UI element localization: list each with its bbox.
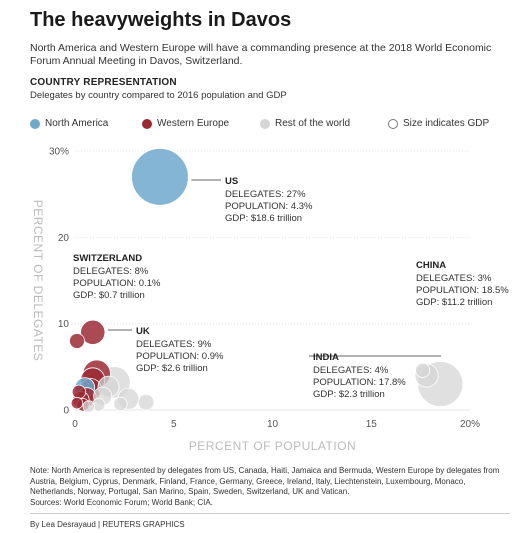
annotation-name: SWITZERLAND: [73, 253, 142, 264]
x-axis-label: PERCENT OF POPULATION: [189, 439, 356, 453]
north-america-swatch-icon: [30, 118, 40, 129]
y-tick-label: 10: [58, 319, 70, 330]
annotation-line: GDP: $2.6 trillion: [136, 363, 208, 374]
bubble: [137, 393, 155, 411]
annotation-line: DELEGATES: 9%: [136, 339, 212, 350]
bubble-switzerland: [69, 333, 85, 349]
annotation-line: POPULATION: 17.8%: [313, 377, 406, 388]
rest-of-world-swatch-icon: [260, 118, 270, 129]
bubble: [70, 396, 84, 410]
bubble-chart: 0 10 20 30% 0 5 10 15 20% PERCENT OF POPULATION PE…: [31, 147, 509, 454]
footer-divider: [30, 513, 510, 514]
bubble: [71, 384, 87, 400]
footnote-text: Note: North America is represented by de…: [30, 466, 500, 496]
x-tick-label: 15: [366, 419, 378, 430]
annotation-name: UK: [136, 326, 150, 337]
section-title: COUNTRY REPRESENTATION: [30, 77, 177, 88]
annotation-line: POPULATION: 0.9%: [136, 351, 224, 362]
annotation-line: DELEGATES: 27%: [225, 189, 306, 200]
legend-item-size: Size indicates GDP: [388, 118, 489, 129]
bubble-us: [131, 148, 189, 206]
y-tick-label: 0: [63, 406, 69, 417]
annotation-line: POPULATION: 18.5%: [416, 285, 509, 296]
y-tick-label: 30%: [49, 147, 69, 158]
legend-label-rest: Rest of the world: [275, 118, 351, 129]
size-ring-icon: [388, 118, 398, 129]
legend-item-rest: Rest of the world: [260, 118, 350, 129]
annotation-line: GDP: $18.6 trillion: [225, 213, 302, 224]
page-title: The heavyweights in Davos: [30, 9, 292, 31]
bubble: [113, 396, 128, 412]
section-subtitle: Delegates by country compared to 2016 po…: [30, 90, 287, 101]
legend-label-north-america: North America: [45, 118, 109, 129]
footnote: Note: North America is represented by de…: [30, 466, 510, 508]
x-tick-label: 0: [72, 419, 78, 430]
legend-label-western-europe: Western Europe: [157, 118, 230, 129]
annotation-line: POPULATION: 0.1%: [73, 278, 161, 289]
x-tick-label: 20%: [460, 419, 480, 430]
sources-text: Sources: World Economic Forum; World Ban…: [30, 497, 213, 507]
annotation-line: GDP: $11.2 trillion: [416, 297, 492, 308]
chart-legend: North America Western Europe Rest of the…: [30, 118, 510, 132]
y-tick-label: 20: [58, 233, 70, 244]
x-tick-label: 5: [171, 419, 177, 430]
bubble-uk: [80, 319, 106, 345]
bubble: [82, 400, 96, 413]
annotation-line: DELEGATES: 4%: [313, 365, 389, 376]
annotation-name: CHINA: [416, 260, 446, 271]
annotation-name: US: [225, 176, 238, 187]
y-axis-label: PERCENT OF DELEGATES: [31, 200, 45, 362]
legend-label-size: Size indicates GDP: [403, 118, 490, 129]
page-subtitle: North America and Western Europe will ha…: [30, 42, 492, 67]
legend-item-north-america: North America: [30, 118, 108, 129]
annotation-line: DELEGATES: 3%: [416, 273, 492, 284]
annotation-line: GDP: $2.3 trillion: [313, 389, 385, 400]
x-tick-label: 10: [267, 419, 279, 430]
byline: By Lea Desrayaud | REUTERS GRAPHICS: [30, 520, 185, 529]
bubble: [415, 362, 431, 378]
annotation-line: POPULATION: 4.3%: [225, 201, 313, 212]
annotation-line: DELEGATES: 8%: [73, 266, 149, 277]
legend-item-western-europe: Western Europe: [142, 118, 229, 129]
western-europe-swatch-icon: [142, 118, 152, 129]
annotation-name: INDIA: [313, 352, 339, 363]
annotation-line: GDP: $0.7 trillion: [73, 290, 145, 301]
